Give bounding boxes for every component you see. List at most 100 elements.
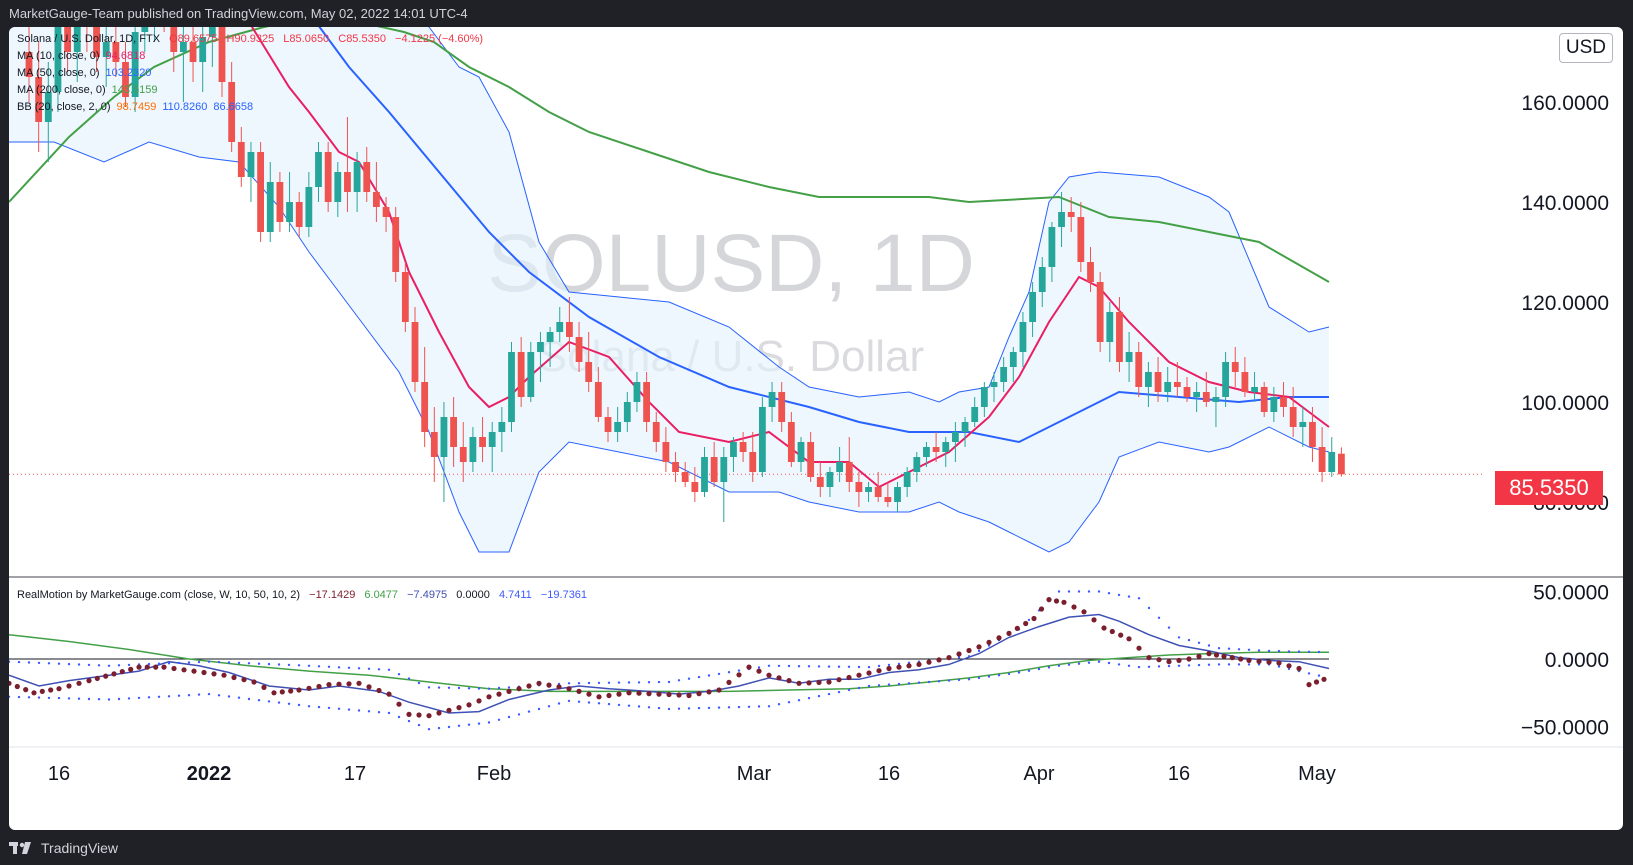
candle-body: [1125, 352, 1133, 362]
candle-body: [315, 152, 322, 187]
candle-body: [884, 497, 892, 502]
rm-upper-band-dot: [1287, 650, 1291, 653]
rm-momentum-dot: [846, 674, 852, 681]
grid: [9, 576, 1623, 748]
bb-lower: 86.6658: [213, 101, 254, 113]
currency-button[interactable]: USD: [1558, 33, 1613, 63]
candle: [411, 307, 419, 392]
candle: [826, 467, 834, 497]
candle: [952, 422, 959, 462]
candle-body: [1193, 392, 1201, 397]
rm-lower-band-dot: [677, 707, 681, 710]
candle: [25, 27, 33, 102]
rm-upper-band-dot: [37, 661, 41, 665]
legend-open: O89.6575: [169, 33, 218, 45]
candle: [710, 442, 718, 487]
rm-momentum-dot: [746, 664, 752, 670]
candle: [1260, 382, 1268, 417]
rm-momentum-dot: [271, 690, 277, 696]
rm-momentum: [9, 597, 1327, 719]
candle-body: [93, 27, 100, 57]
rm-lower-band-dot: [117, 697, 121, 701]
candle-body: [517, 352, 525, 397]
rm-lower-band-dot: [217, 694, 221, 697]
rm-lower-band-dot: [857, 686, 861, 690]
rm-momentum-dot: [396, 701, 402, 707]
candle-body: [1087, 262, 1094, 282]
ma50-label: MA (50, close, 0): [17, 67, 100, 79]
rm-momentum-dot: [896, 664, 902, 670]
rm-upper-band-dot: [307, 664, 311, 667]
candle: [373, 162, 380, 222]
candle: [189, 27, 197, 82]
rm-lower-band-dot: [907, 682, 911, 685]
rm-lower-band-dot: [387, 711, 391, 715]
candle: [1212, 387, 1220, 427]
rm-lower-band-dot: [1207, 663, 1211, 666]
candle: [488, 422, 496, 472]
rm-momentum-dot: [279, 689, 285, 695]
rm-lower-band-dot: [227, 695, 231, 698]
candle: [1029, 282, 1036, 337]
rm-lower-band-dot: [447, 725, 451, 729]
rm-upper-band-dot: [267, 662, 271, 666]
time-tick-label: May: [1298, 763, 1336, 785]
publisher-line: MarketGauge-Team published on TradingVie…: [9, 6, 468, 21]
time-tick-label: Mar: [737, 763, 772, 785]
rm-lower-band-dot: [357, 709, 361, 712]
candle: [1135, 342, 1143, 397]
rm-momentum-dot: [1306, 682, 1312, 688]
candle: [903, 467, 911, 497]
candle: [672, 452, 679, 482]
candle: [816, 462, 824, 497]
footer-brand: TradingView: [41, 840, 119, 856]
candle: [54, 27, 62, 112]
rm-momentum-dot: [1286, 663, 1292, 669]
rm-lower-band-dot: [1007, 672, 1011, 676]
candle: [990, 372, 998, 402]
rm-momentum-dot: [1146, 655, 1152, 661]
rm-upper-band-dot: [497, 686, 501, 690]
candle: [1019, 312, 1027, 367]
rm-momentum-dot: [1031, 615, 1037, 622]
chart-svg[interactable]: SOLUSD, 1D Solana / U.S. Dollar 160.0000…: [9, 27, 1623, 830]
candle: [73, 27, 81, 82]
bb-band-fill: [9, 27, 1329, 552]
candle: [1318, 427, 1326, 482]
rm-upper-band-dot: [207, 660, 211, 663]
rm-momentum-dot: [686, 692, 692, 699]
candle-body: [1318, 447, 1326, 472]
rm-momentum-dot: [1118, 632, 1124, 638]
candle: [1280, 382, 1287, 417]
rm-upper-band-dot: [17, 660, 21, 664]
candle-body: [672, 462, 679, 472]
rm-momentum-dot: [596, 694, 602, 700]
candle: [276, 172, 284, 232]
candles[interactable]: [25, 27, 1345, 522]
rm-upper-band-dot: [157, 662, 161, 665]
rm-momentum-dot: [1071, 604, 1077, 610]
rm-momentum-dot: [406, 711, 412, 718]
candle: [884, 482, 892, 507]
rm-upper-band-dot: [607, 681, 611, 684]
rm-momentum-dot: [476, 698, 482, 704]
rm-upper-band-dot: [277, 663, 281, 666]
candle: [1106, 302, 1114, 362]
candle: [961, 417, 969, 447]
rm-momentum-dot: [191, 668, 197, 674]
rm-upper-band-dot: [447, 686, 451, 689]
candle: [102, 27, 110, 87]
candle-body: [556, 322, 564, 332]
rm-momentum-dot: [76, 680, 82, 686]
rm-lower-band-dot: [1177, 664, 1181, 667]
rm-upper-band-dot: [437, 686, 441, 689]
candle-body: [749, 452, 757, 472]
rm-lower-band-dot: [1037, 667, 1041, 671]
rm-lower-band-dot: [167, 695, 171, 698]
price-tick-label: 140.0000: [1521, 192, 1609, 215]
rm-upper-band-dot: [637, 681, 641, 684]
rm-lower-band-dot: [1027, 669, 1031, 672]
rm-momentum-dot: [706, 689, 712, 695]
candle-body: [874, 487, 882, 497]
candle: [334, 162, 342, 217]
